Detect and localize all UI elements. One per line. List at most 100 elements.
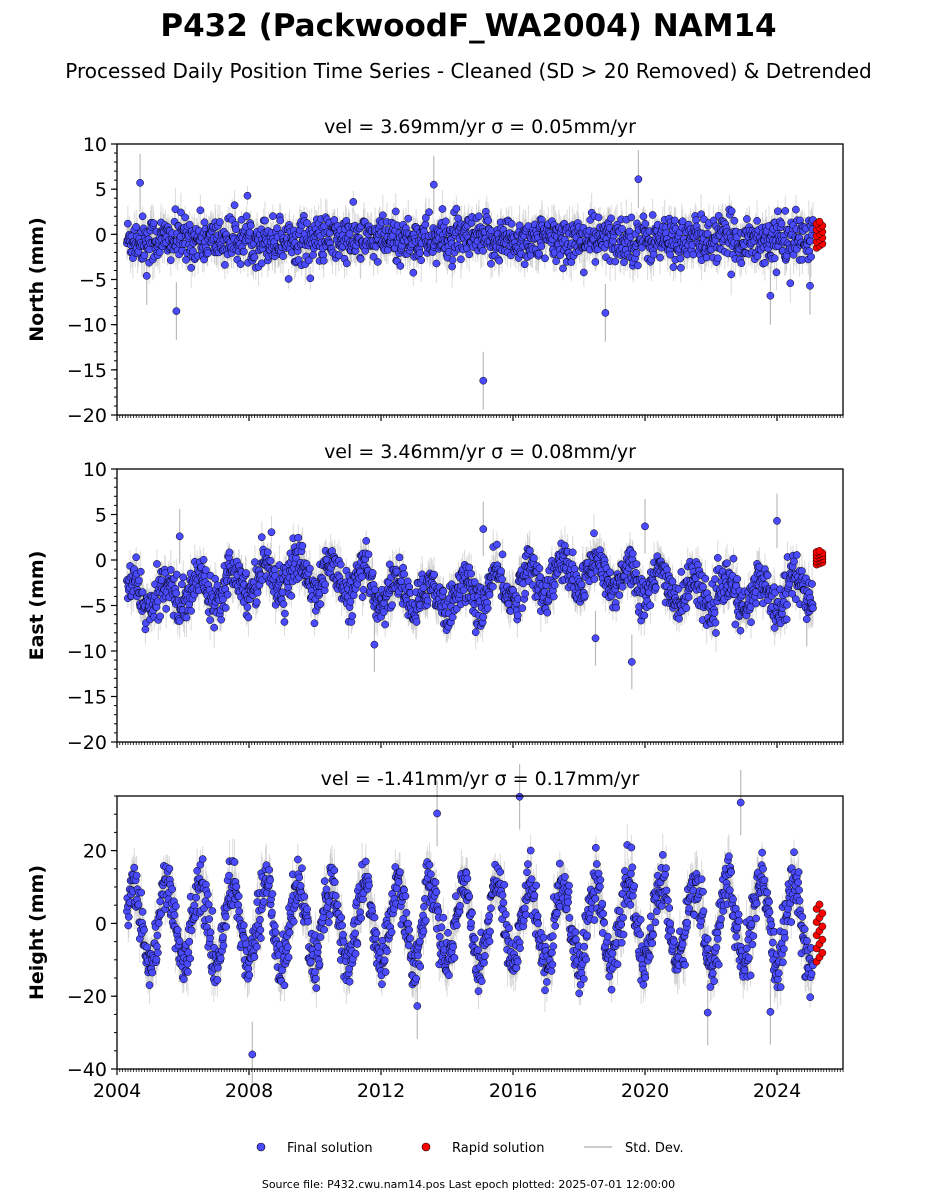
final-point — [676, 263, 685, 272]
final-point — [196, 206, 205, 215]
final-point — [132, 553, 140, 562]
outlier-point — [601, 309, 610, 317]
final-point — [507, 219, 516, 228]
final-point — [273, 224, 281, 233]
final-point — [203, 249, 212, 257]
final-point — [541, 254, 549, 263]
final-point — [421, 220, 430, 229]
final-point — [276, 216, 285, 225]
final-point — [774, 207, 782, 216]
y-axis-label: North (mm) — [26, 217, 48, 342]
final-point — [535, 249, 543, 258]
final-point — [149, 219, 158, 228]
final-point — [162, 604, 171, 613]
final-point — [639, 212, 648, 221]
final-point — [123, 219, 132, 228]
outlier-point — [479, 376, 488, 385]
final-point — [261, 216, 269, 225]
final-point — [303, 219, 311, 227]
final-point — [648, 211, 657, 219]
final-point — [777, 219, 786, 228]
final-point — [215, 218, 224, 226]
final-point — [670, 216, 679, 225]
final-point — [730, 216, 739, 225]
final-point — [349, 198, 358, 206]
final-point — [676, 254, 685, 263]
final-point — [594, 213, 603, 222]
final-point — [632, 249, 641, 257]
final-point — [166, 256, 175, 265]
final-point — [138, 212, 147, 221]
final-point — [457, 255, 465, 264]
final-point — [761, 258, 769, 267]
final-point — [484, 216, 493, 225]
y-tick-label: 0 — [95, 224, 107, 246]
final-point — [178, 580, 186, 589]
outlier-point — [634, 175, 643, 184]
final-point — [243, 191, 252, 200]
final-point — [378, 211, 387, 220]
final-point — [284, 275, 293, 283]
final-point — [135, 576, 143, 585]
final-point — [369, 252, 378, 261]
outlier-point — [766, 291, 775, 300]
final-point — [200, 218, 209, 227]
final-point — [452, 204, 461, 213]
y-tick-label: −15 — [67, 360, 107, 382]
final-point — [391, 207, 400, 216]
figure-subtitle: Processed Daily Position Time Series - C… — [65, 59, 871, 83]
panel-title: vel = 3.69mm/yr σ = 0.05mm/yr — [324, 116, 636, 138]
final-point — [552, 257, 560, 266]
final-point — [172, 570, 181, 579]
final-point — [792, 205, 800, 214]
final-point — [559, 264, 567, 273]
final-point — [236, 260, 245, 269]
final-point — [432, 259, 441, 268]
final-point — [438, 205, 447, 213]
final-point — [153, 560, 161, 568]
final-point — [781, 207, 790, 215]
y-tick-label: 10 — [83, 134, 107, 156]
final-point — [515, 221, 524, 230]
final-point — [495, 256, 504, 265]
outlier-point — [429, 180, 438, 189]
final-point — [753, 216, 761, 225]
final-point — [772, 268, 781, 277]
final-point — [634, 261, 642, 270]
final-point — [181, 213, 189, 222]
outlier-point — [142, 272, 151, 280]
final-point — [187, 263, 195, 272]
final-point — [239, 247, 248, 256]
final-point — [172, 589, 181, 598]
final-point — [330, 216, 339, 224]
final-point — [182, 255, 190, 264]
final-point — [713, 254, 722, 263]
final-point — [166, 566, 175, 574]
final-point — [611, 257, 620, 266]
final-point — [607, 214, 615, 223]
final-point — [187, 607, 195, 615]
final-point — [179, 573, 188, 582]
final-point — [656, 253, 664, 262]
y-tick-label: −10 — [67, 315, 107, 337]
rapid-solution-points — [812, 217, 827, 252]
final-point — [770, 254, 779, 263]
final-point — [537, 242, 546, 251]
final-point — [242, 212, 251, 220]
figure-title: P432 (PackwoodF_WA2004) NAM14 — [160, 8, 776, 44]
final-point — [345, 229, 354, 238]
y-tick-label: −20 — [67, 405, 107, 427]
final-point — [246, 221, 255, 230]
final-point — [220, 261, 229, 269]
final-point — [475, 212, 483, 221]
north-panel: 10 5 0 −5 −10 −15 −20 vel = 3.69mm/yr σ = 0.05m… — [26, 116, 844, 427]
outlier-point — [806, 281, 814, 290]
final-point — [230, 201, 239, 209]
final-point — [373, 258, 382, 266]
final-point — [182, 613, 191, 622]
final-point — [305, 256, 313, 265]
rapid-point — [815, 217, 824, 226]
final-point — [627, 213, 636, 222]
